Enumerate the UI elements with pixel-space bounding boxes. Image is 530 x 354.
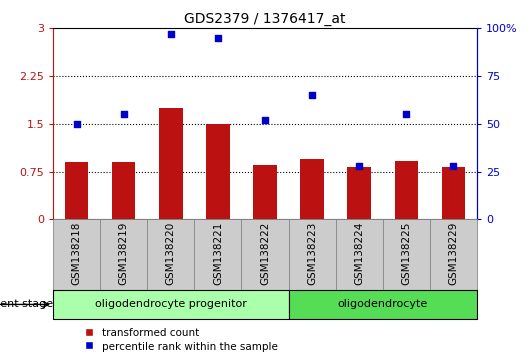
Bar — [383, 219, 430, 290]
Point — [72, 121, 81, 127]
Bar — [441, 167, 465, 219]
Bar — [288, 219, 335, 290]
Bar — [65, 162, 89, 219]
Text: GSM138229: GSM138229 — [448, 222, 458, 285]
Text: GSM138224: GSM138224 — [354, 222, 364, 285]
Bar — [100, 219, 147, 290]
Legend: transformed count, percentile rank within the sample: transformed count, percentile rank withi… — [80, 324, 282, 354]
Point — [261, 117, 269, 123]
Bar — [112, 162, 136, 219]
Bar — [53, 219, 100, 290]
Bar — [147, 219, 195, 290]
Text: GSM138222: GSM138222 — [260, 222, 270, 285]
Point — [449, 163, 458, 169]
Text: development stage: development stage — [0, 299, 53, 309]
Text: GSM138225: GSM138225 — [401, 222, 411, 285]
Point — [214, 35, 222, 41]
Point — [355, 163, 364, 169]
Text: GSM138221: GSM138221 — [213, 222, 223, 285]
Bar — [242, 219, 288, 290]
Bar — [206, 124, 229, 219]
Text: GSM138220: GSM138220 — [166, 222, 176, 285]
Text: oligodendrocyte progenitor: oligodendrocyte progenitor — [95, 299, 247, 309]
Bar — [159, 108, 182, 219]
Text: oligodendrocyte: oligodendrocyte — [338, 299, 428, 309]
Point — [166, 31, 175, 37]
Bar — [348, 167, 371, 219]
Point — [119, 112, 128, 117]
Text: GSM138223: GSM138223 — [307, 222, 317, 285]
Bar — [195, 219, 242, 290]
Bar — [253, 165, 277, 219]
Title: GDS2379 / 1376417_at: GDS2379 / 1376417_at — [184, 12, 346, 26]
Point — [402, 112, 411, 117]
Text: GSM138219: GSM138219 — [119, 222, 129, 285]
Bar — [430, 219, 477, 290]
Bar — [53, 290, 288, 319]
Bar — [288, 290, 477, 319]
Point — [308, 92, 316, 98]
Bar — [394, 161, 418, 219]
Text: GSM138218: GSM138218 — [72, 222, 82, 285]
Bar — [301, 159, 324, 219]
Bar — [335, 219, 383, 290]
